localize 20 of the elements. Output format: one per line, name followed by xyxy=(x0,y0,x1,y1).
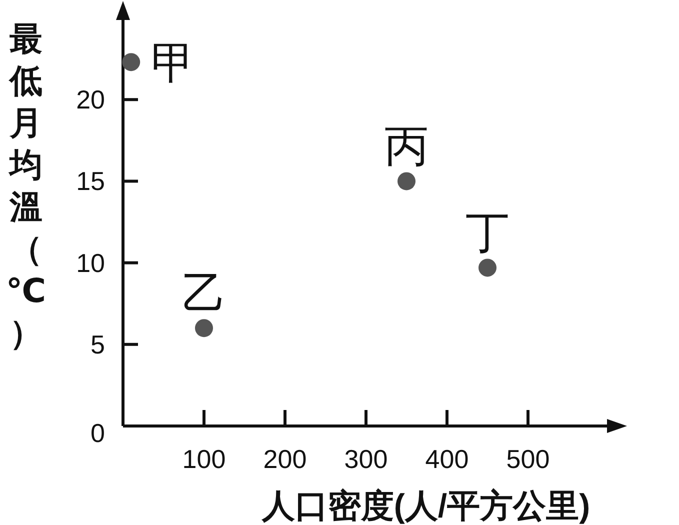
x-tick-label: 400 xyxy=(425,444,469,474)
y-tick-label: 10 xyxy=(76,248,105,278)
point xyxy=(122,53,140,72)
y-tick-label: 20 xyxy=(76,84,105,115)
point xyxy=(195,319,213,338)
y-axis-title: 最低月均溫（℃） xyxy=(6,20,46,351)
x-tick-label: 100 xyxy=(182,444,226,474)
y-tick-label: 5 xyxy=(90,329,105,360)
annotation: 甲 xyxy=(151,39,196,88)
x-tick-label: 200 xyxy=(263,444,307,474)
y-tick-label: 15 xyxy=(76,166,105,196)
point xyxy=(478,258,496,277)
annotation: 丙 xyxy=(384,122,428,172)
annotation: 丁 xyxy=(466,208,510,258)
point xyxy=(398,172,416,190)
x-tick-label: 500 xyxy=(506,444,550,474)
y-tick-label: 0 xyxy=(90,418,105,448)
x-tick-label: 300 xyxy=(344,444,388,474)
annotation: 乙 xyxy=(182,269,226,318)
x-axis-title: 人口密度(人/平方公里) xyxy=(260,487,590,524)
